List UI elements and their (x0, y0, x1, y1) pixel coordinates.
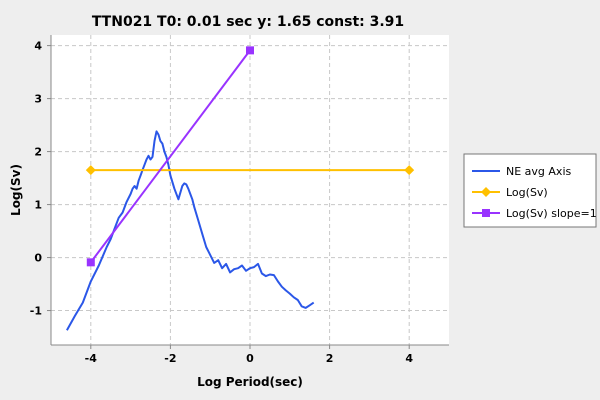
legend-label: NE avg Axis (506, 165, 571, 178)
series-line (66, 130, 315, 331)
legend-marker (481, 187, 491, 197)
legend-item: Log(Sv) (472, 186, 548, 199)
legend-item: Log(Sv) slope=1 (472, 207, 597, 220)
legend-marker (482, 209, 490, 217)
series-1 (66, 130, 315, 331)
series-layer (66, 46, 415, 331)
y-tick-label: 1 (34, 199, 42, 212)
x-tick-labels: -4 -2 0 2 4 (85, 345, 413, 365)
y-tick-label: 4 (34, 40, 42, 53)
x-tick-label: -2 (164, 352, 176, 365)
x-axis-label: Log Period(sec) (197, 375, 303, 389)
x-tick-label: 2 (326, 352, 334, 365)
data-point (404, 165, 415, 176)
x-tick-label: 0 (246, 352, 254, 365)
grid-layer (51, 35, 449, 345)
y-tick-label: 3 (34, 93, 42, 106)
y-tick-labels: -1 0 1 2 3 4 (30, 40, 51, 318)
chart-title: TTN021 T0: 0.01 sec y: 1.65 const: 3.91 (92, 14, 404, 30)
legend-label: Log(Sv) (506, 186, 548, 199)
x-tick-label: 4 (405, 352, 413, 365)
data-point (246, 46, 254, 55)
series-line (90, 49, 251, 263)
y-axis-label: Log(Sv) (9, 164, 23, 216)
legend-label: Log(Sv) slope=1 (506, 207, 597, 220)
legend-items: NE avg Axis Log(Sv) Log(Sv) slope=1 (472, 165, 597, 220)
y-tick-label: 2 (34, 146, 42, 159)
data-point (85, 165, 96, 176)
data-point (86, 258, 95, 267)
series-3 (86, 46, 254, 267)
legend-item: NE avg Axis (472, 165, 571, 178)
legend: NE avg Axis Log(Sv) Log(Sv) slope=1 (463, 153, 597, 228)
x-tick-label: -4 (85, 352, 98, 365)
y-tick-label: -1 (30, 305, 42, 318)
y-tick-label: 0 (34, 252, 42, 265)
series-2 (85, 165, 415, 176)
